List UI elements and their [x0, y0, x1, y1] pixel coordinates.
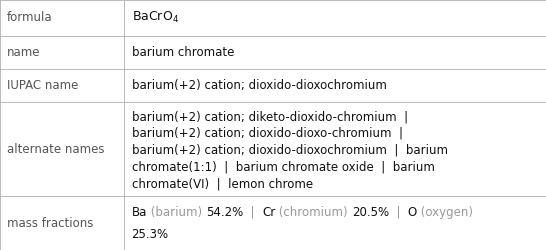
Text: mass fractions: mass fractions — [7, 216, 93, 230]
Text: formula: formula — [7, 12, 53, 24]
Text: BaCrO$_4$: BaCrO$_4$ — [132, 10, 179, 26]
Text: |: | — [243, 206, 262, 219]
Text: barium(+2) cation; dioxido-dioxochromium  |  barium: barium(+2) cation; dioxido-dioxochromium… — [132, 144, 448, 157]
Text: |: | — [389, 206, 408, 219]
Text: (oxygen): (oxygen) — [417, 206, 473, 219]
Text: chromate(VI)  |  lemon chrome: chromate(VI) | lemon chrome — [132, 178, 313, 190]
Text: name: name — [7, 46, 40, 59]
Text: Cr: Cr — [262, 206, 275, 219]
Text: barium chromate: barium chromate — [132, 46, 234, 59]
Text: barium(+2) cation; diketo-dioxido-chromium  |: barium(+2) cation; diketo-dioxido-chromi… — [132, 110, 408, 123]
Text: 54.2%: 54.2% — [206, 206, 243, 219]
Text: alternate names: alternate names — [7, 142, 105, 156]
Text: (barium): (barium) — [147, 206, 206, 219]
Text: 25.3%: 25.3% — [132, 228, 169, 241]
Text: (chromium): (chromium) — [275, 206, 352, 219]
Text: IUPAC name: IUPAC name — [7, 79, 79, 92]
Text: Ba: Ba — [132, 206, 147, 219]
Text: O: O — [408, 206, 417, 219]
Text: chromate(1:1)  |  barium chromate oxide  |  barium: chromate(1:1) | barium chromate oxide | … — [132, 161, 435, 174]
Text: barium(+2) cation; dioxido-dioxo-chromium  |: barium(+2) cation; dioxido-dioxo-chromiu… — [132, 127, 402, 140]
Text: 20.5%: 20.5% — [352, 206, 389, 219]
Text: barium(+2) cation; dioxido-dioxochromium: barium(+2) cation; dioxido-dioxochromium — [132, 79, 387, 92]
